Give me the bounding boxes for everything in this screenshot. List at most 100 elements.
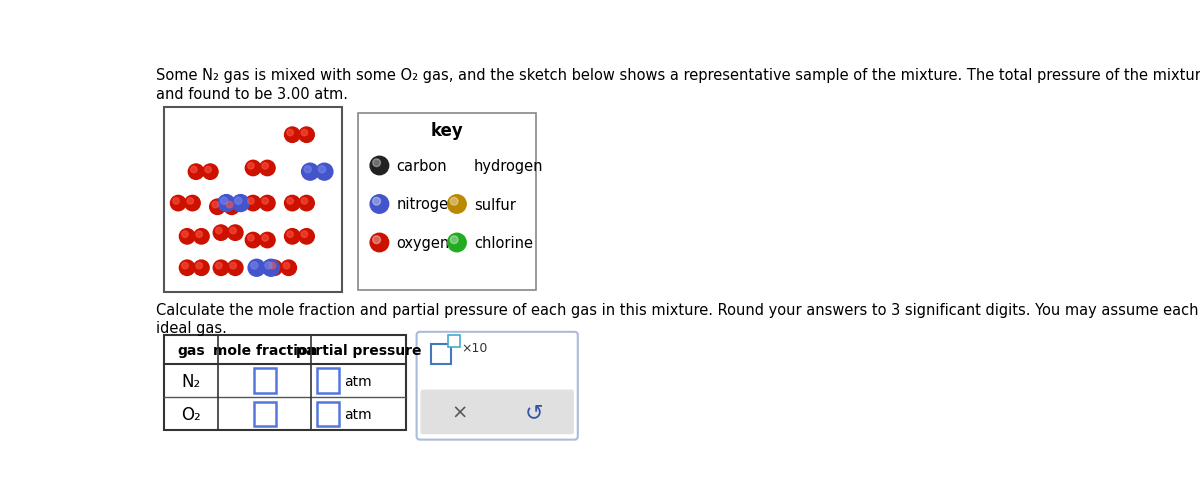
Text: mole fraction: mole fraction bbox=[212, 343, 317, 357]
Text: chlorine: chlorine bbox=[474, 235, 533, 250]
Circle shape bbox=[448, 234, 467, 252]
Bar bbox=[317, 369, 340, 393]
Text: ×: × bbox=[452, 403, 468, 421]
Circle shape bbox=[259, 161, 275, 176]
Circle shape bbox=[450, 198, 458, 206]
Text: atm: atm bbox=[343, 374, 371, 388]
Circle shape bbox=[247, 198, 254, 205]
Circle shape bbox=[287, 198, 293, 205]
Text: oxygen: oxygen bbox=[396, 235, 450, 250]
Text: gas: gas bbox=[178, 343, 205, 357]
Text: Some N₂ gas is mixed with some O₂ gas, and the sketch below shows a representati: Some N₂ gas is mixed with some O₂ gas, a… bbox=[156, 68, 1200, 83]
Circle shape bbox=[173, 198, 179, 205]
Circle shape bbox=[287, 231, 293, 238]
Circle shape bbox=[179, 261, 194, 276]
Circle shape bbox=[448, 195, 467, 214]
Circle shape bbox=[185, 196, 200, 211]
Circle shape bbox=[170, 196, 186, 211]
Circle shape bbox=[284, 196, 300, 211]
Circle shape bbox=[216, 228, 222, 234]
Circle shape bbox=[373, 236, 380, 244]
Circle shape bbox=[259, 196, 275, 211]
Circle shape bbox=[263, 260, 280, 277]
Text: carbon: carbon bbox=[396, 159, 448, 174]
Circle shape bbox=[301, 198, 307, 205]
Circle shape bbox=[227, 202, 233, 208]
Circle shape bbox=[221, 198, 228, 205]
Bar bbox=[164, 335, 406, 430]
Circle shape bbox=[370, 234, 389, 252]
Circle shape bbox=[299, 128, 314, 143]
Circle shape bbox=[193, 261, 209, 276]
Circle shape bbox=[304, 166, 311, 173]
Circle shape bbox=[284, 128, 300, 143]
Circle shape bbox=[373, 159, 380, 167]
Circle shape bbox=[262, 235, 269, 241]
Text: key: key bbox=[431, 122, 463, 140]
Circle shape bbox=[262, 163, 269, 170]
Circle shape bbox=[181, 231, 188, 238]
FancyBboxPatch shape bbox=[420, 390, 574, 434]
Circle shape bbox=[212, 202, 218, 208]
Text: and found to be 3.00 atm.: and found to be 3.00 atm. bbox=[156, 87, 348, 102]
Circle shape bbox=[179, 229, 194, 244]
Circle shape bbox=[181, 263, 188, 270]
Circle shape bbox=[301, 164, 319, 181]
Circle shape bbox=[232, 195, 250, 212]
Circle shape bbox=[245, 196, 260, 211]
Text: atm: atm bbox=[343, 407, 371, 421]
Text: partial pressure: partial pressure bbox=[295, 343, 421, 357]
Circle shape bbox=[248, 260, 265, 277]
Circle shape bbox=[373, 198, 380, 206]
Circle shape bbox=[228, 225, 242, 241]
Circle shape bbox=[228, 261, 242, 276]
Circle shape bbox=[203, 165, 218, 180]
Circle shape bbox=[269, 263, 276, 270]
Circle shape bbox=[287, 130, 293, 136]
Circle shape bbox=[299, 229, 314, 244]
Circle shape bbox=[245, 233, 260, 248]
Circle shape bbox=[187, 198, 193, 205]
Circle shape bbox=[301, 130, 307, 136]
Circle shape bbox=[245, 161, 260, 176]
Circle shape bbox=[230, 263, 236, 270]
Bar bbox=[358, 114, 536, 291]
Circle shape bbox=[450, 236, 458, 244]
Bar bbox=[254, 369, 276, 393]
Circle shape bbox=[196, 231, 203, 238]
Circle shape bbox=[247, 235, 254, 241]
Circle shape bbox=[214, 225, 229, 241]
Text: ideal gas.: ideal gas. bbox=[156, 320, 227, 335]
Circle shape bbox=[196, 263, 203, 270]
Circle shape bbox=[230, 228, 236, 234]
Circle shape bbox=[316, 164, 332, 181]
Text: hydrogen: hydrogen bbox=[474, 159, 544, 174]
Text: ×10: ×10 bbox=[462, 341, 488, 354]
Circle shape bbox=[370, 195, 389, 214]
FancyBboxPatch shape bbox=[416, 332, 578, 440]
Bar bbox=[164, 108, 342, 292]
Circle shape bbox=[448, 157, 467, 175]
Circle shape bbox=[283, 263, 290, 270]
Circle shape bbox=[235, 198, 241, 205]
Bar bbox=[254, 402, 276, 426]
Text: nitrogen: nitrogen bbox=[396, 197, 458, 212]
Circle shape bbox=[251, 263, 258, 270]
Text: sulfur: sulfur bbox=[474, 197, 516, 212]
Circle shape bbox=[259, 233, 275, 248]
Circle shape bbox=[247, 163, 254, 170]
Bar bbox=[317, 402, 340, 426]
Circle shape bbox=[193, 229, 209, 244]
Text: ↺: ↺ bbox=[526, 402, 544, 422]
Circle shape bbox=[191, 167, 197, 173]
Circle shape bbox=[284, 229, 300, 244]
Circle shape bbox=[265, 263, 272, 270]
Bar bbox=[431, 345, 451, 364]
Circle shape bbox=[281, 261, 296, 276]
Circle shape bbox=[318, 166, 325, 173]
Circle shape bbox=[210, 200, 226, 215]
Circle shape bbox=[301, 231, 307, 238]
Circle shape bbox=[224, 200, 240, 215]
Bar bbox=[448, 335, 460, 348]
Circle shape bbox=[205, 167, 211, 173]
